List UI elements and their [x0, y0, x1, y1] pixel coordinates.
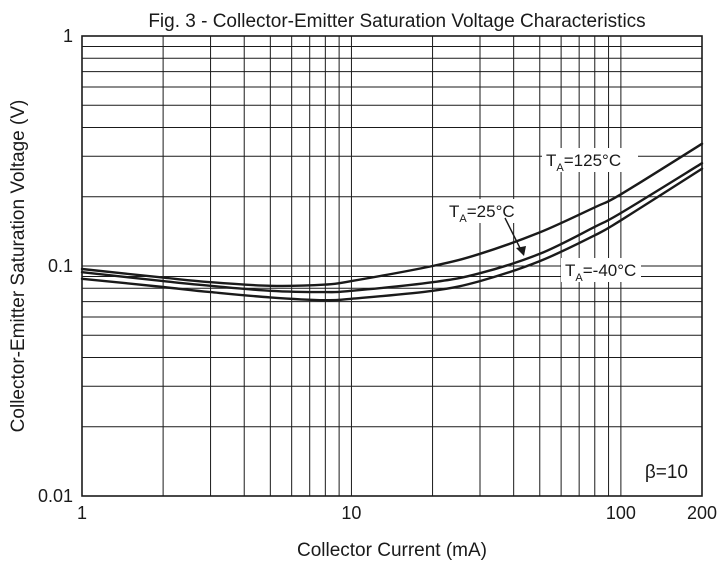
- x-tick-label: 100: [606, 503, 636, 523]
- y-tick-label: 0.1: [48, 256, 73, 276]
- y-tick-label: 0.01: [38, 486, 73, 506]
- chart-title: Fig. 3 - Collector-Emitter Saturation Vo…: [148, 11, 645, 32]
- label-25-leader: [504, 217, 523, 253]
- series-label-background: [446, 199, 526, 223]
- x-axis-label: Collector Current (mA): [297, 540, 487, 561]
- series-label-background: [542, 148, 638, 172]
- series-labels: TA=125°C TA=25°C TA=-40°C: [446, 148, 641, 284]
- tick-labels: 1 10 100 200 0.01 0.1 1: [38, 26, 717, 523]
- series-label-minus40c: TA=-40°C: [565, 261, 636, 284]
- series-label-background: [561, 258, 641, 282]
- beta-condition: β=10: [645, 462, 688, 483]
- series-label-25c: TA=25°C: [449, 202, 515, 225]
- label-25-arrowhead: [516, 246, 526, 256]
- series-line-minus40c: [80, 167, 704, 302]
- y-tick-label: 1: [63, 26, 73, 46]
- series-label-125c: TA=125°C: [546, 151, 621, 174]
- x-tick-label: 1: [77, 503, 87, 523]
- series-lines: [80, 142, 704, 302]
- series-line-125c: [80, 142, 704, 288]
- x-tick-label: 10: [341, 503, 361, 523]
- series-line-25c: [80, 162, 704, 294]
- x-tick-label: 200: [687, 503, 717, 523]
- plot-frame: [81, 35, 703, 497]
- y-axis-label: Collector-Emitter Saturation Voltage (V): [8, 100, 29, 433]
